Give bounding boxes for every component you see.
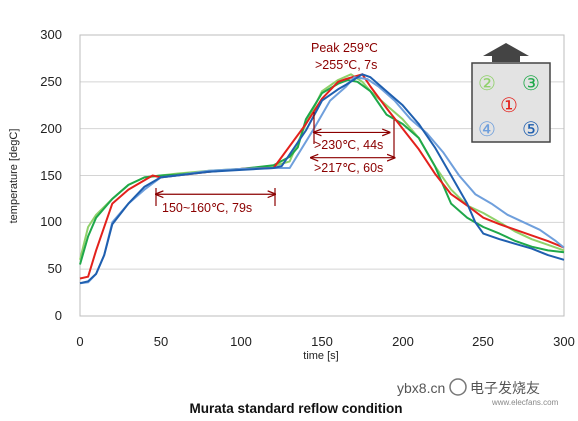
x-tick-300: 300 bbox=[553, 334, 575, 349]
board-outline bbox=[471, 62, 551, 143]
watermark-right: 电子发烧友 bbox=[470, 380, 540, 396]
x-tick-150: 150 bbox=[311, 334, 333, 349]
x-tick-200: 200 bbox=[392, 334, 414, 349]
series-line-green bbox=[79, 79, 565, 265]
above-217-annotation: >217℃, 60s bbox=[314, 161, 383, 175]
y-tick-50: 50 bbox=[48, 261, 62, 276]
watermark-logo-icon bbox=[449, 378, 467, 396]
y-tick-200: 200 bbox=[40, 121, 62, 136]
position-5-label: ⑤ bbox=[522, 117, 540, 141]
watermark: ybx8.cn 电子发烧友 www.elecfans.com bbox=[397, 378, 559, 407]
above-230-annotation: >230℃, 44s bbox=[314, 138, 383, 152]
position-4-label: ④ bbox=[478, 117, 496, 141]
x-axis-label: time [s] bbox=[303, 350, 338, 362]
position-2-label: ② bbox=[478, 71, 496, 95]
x-tick-labels: 0 50 100 150 200 250 300 bbox=[76, 334, 574, 349]
y-tick-300: 300 bbox=[40, 27, 62, 42]
y-tick-0: 0 bbox=[55, 308, 62, 323]
x-tick-100: 100 bbox=[230, 334, 252, 349]
y-tick-250: 250 bbox=[40, 74, 62, 89]
y-tick-100: 100 bbox=[40, 214, 62, 229]
annotations: Peak 259℃ >255℃, 7s >230℃, 44s >217℃, 60… bbox=[156, 41, 395, 215]
above-255-annotation: >255℃, 7s bbox=[315, 58, 377, 72]
board-position-legend: ② ③ ① ④ ⑤ bbox=[471, 43, 551, 143]
peak-annotation: Peak 259℃ bbox=[311, 41, 378, 55]
position-3-label: ③ bbox=[522, 71, 540, 95]
plot-area-border bbox=[79, 34, 565, 317]
position-1-label: ① bbox=[500, 93, 518, 117]
series-line-blue bbox=[79, 73, 565, 285]
series-line-red bbox=[79, 73, 565, 280]
y-axis-label: temperature [degC] bbox=[8, 129, 20, 224]
chart-caption: Murata standard reflow condition bbox=[189, 401, 402, 416]
watermark-left: ybx8.cn bbox=[397, 380, 445, 396]
watermark-url: www.elecfans.com bbox=[491, 398, 559, 407]
up-arrow-icon bbox=[483, 43, 529, 62]
y-tick-labels: 0 50 100 150 200 250 300 bbox=[40, 27, 62, 323]
soak-annotation: 150~160℃, 79s bbox=[162, 201, 252, 215]
x-tick-50: 50 bbox=[154, 334, 168, 349]
x-tick-0: 0 bbox=[76, 334, 83, 349]
x-tick-250: 250 bbox=[472, 334, 494, 349]
y-tick-150: 150 bbox=[40, 168, 62, 183]
series-lines bbox=[79, 73, 565, 285]
